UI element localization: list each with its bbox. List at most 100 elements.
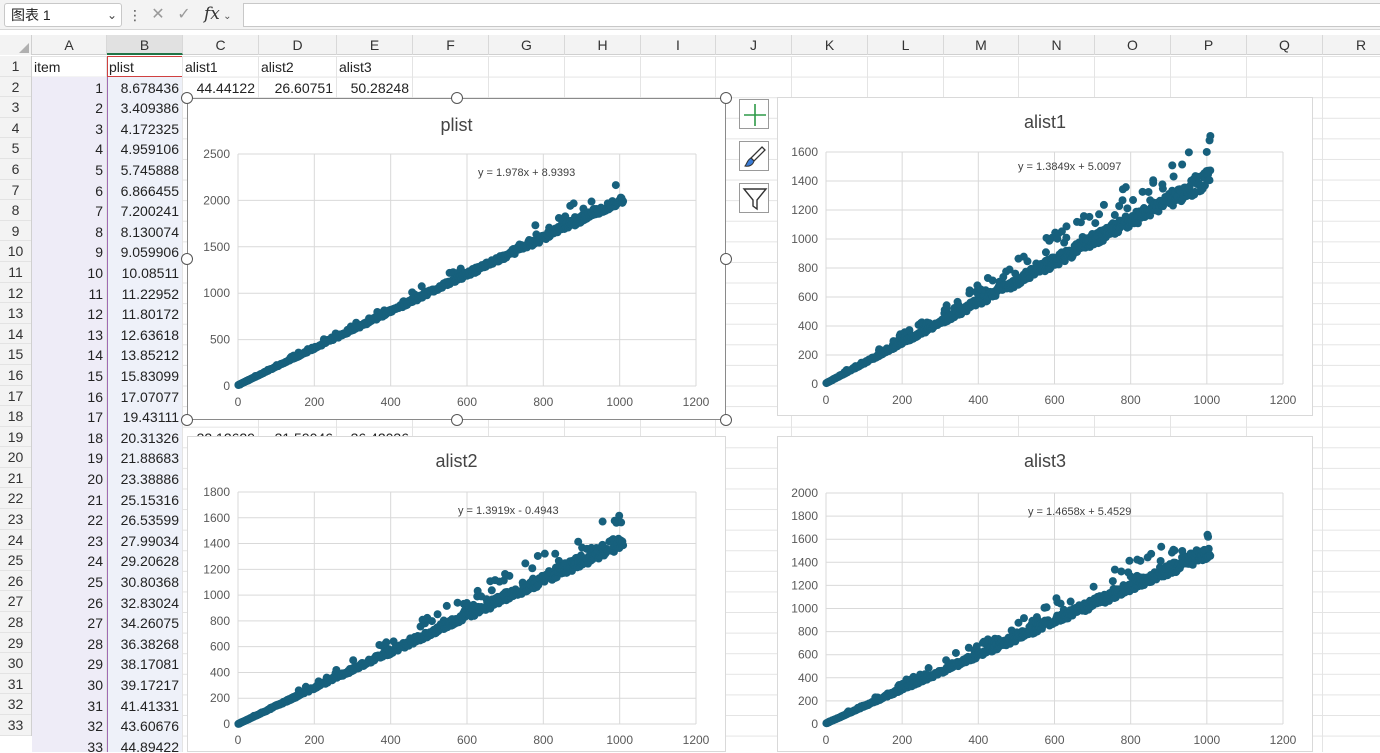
cell-a29[interactable]: 28: [87, 635, 103, 652]
cell-a10[interactable]: 9: [95, 244, 103, 261]
chevron-down-icon[interactable]: ⌄: [106, 8, 117, 22]
cell-b5[interactable]: 4.959106: [120, 141, 179, 158]
cell-b3[interactable]: 3.409386: [120, 100, 179, 117]
row-header-22[interactable]: 22: [0, 488, 31, 510]
cell-a6[interactable]: 5: [95, 162, 103, 178]
cell-b11[interactable]: 10.08511: [121, 265, 179, 281]
row-header-16[interactable]: 16: [0, 365, 31, 386]
cell-b20[interactable]: 21.88683: [120, 450, 179, 467]
row-header-9[interactable]: 9: [0, 221, 31, 242]
resize-handle-left[interactable]: [181, 253, 193, 265]
cell-b34[interactable]: 44.89422: [120, 738, 179, 752]
cell-b31[interactable]: 39.17217: [120, 677, 179, 693]
cell-a23[interactable]: 22: [87, 512, 103, 529]
row-header-20[interactable]: 20: [0, 447, 31, 468]
formula-input[interactable]: [243, 3, 1380, 27]
column-header-j[interactable]: J: [716, 35, 792, 55]
chart-filter-button[interactable]: [739, 183, 769, 213]
column-header-e[interactable]: E: [337, 35, 413, 55]
column-header-n[interactable]: N: [1019, 35, 1095, 55]
row-header-3[interactable]: 3: [0, 97, 31, 118]
add-chart-element-button[interactable]: [739, 99, 769, 129]
row-header-17[interactable]: 17: [0, 386, 31, 407]
enter-icon[interactable]: ✓: [177, 6, 191, 23]
cell-a30[interactable]: 29: [87, 656, 103, 673]
row-header-5[interactable]: 5: [0, 138, 31, 159]
column-header-g[interactable]: G: [489, 35, 565, 55]
cell-b8[interactable]: 7.200241: [120, 203, 179, 220]
row-header-14[interactable]: 14: [0, 324, 31, 345]
cell-a22[interactable]: 21: [87, 491, 103, 508]
cell-a24[interactable]: 23: [87, 532, 103, 549]
cell-b6[interactable]: 5.745888: [120, 162, 179, 178]
cell-b17[interactable]: 17.07077: [120, 388, 179, 405]
cell-b32[interactable]: 41.41331: [120, 697, 179, 714]
row-header-1[interactable]: 1: [0, 56, 31, 77]
column-header-r[interactable]: R: [1323, 35, 1380, 55]
row-header-10[interactable]: 10: [0, 241, 31, 262]
cell-a25[interactable]: 24: [87, 553, 103, 570]
cell-a3[interactable]: 2: [95, 100, 103, 117]
cell-a4[interactable]: 3: [95, 120, 103, 137]
cell-a18[interactable]: 17: [87, 409, 103, 426]
cancel-icon[interactable]: ✕: [151, 6, 165, 23]
cell-a12[interactable]: 11: [88, 285, 103, 302]
cell-b14[interactable]: 12.63618: [120, 326, 179, 343]
chart-alist1[interactable]: alist1 0 200 400 600 800 1000 1200 1400 1600 0 200…: [777, 97, 1313, 416]
cell-a26[interactable]: 25: [87, 574, 103, 590]
cell-b19[interactable]: 20.31326: [120, 429, 179, 446]
column-header-o[interactable]: O: [1095, 35, 1171, 55]
cell-a15[interactable]: 14: [87, 347, 103, 364]
cell-b21[interactable]: 23.38886: [120, 471, 179, 487]
insert-function-button[interactable]: fx ⌄: [200, 3, 240, 27]
cell-a5[interactable]: 4: [95, 141, 103, 158]
cell-b18[interactable]: 19.43111: [122, 409, 179, 426]
chart-alist2[interactable]: alist2 0 200 400 600 800 1000 1200 1400 1600 1800…: [187, 436, 726, 752]
row-header-13[interactable]: 13: [0, 303, 31, 324]
resize-handle-top-left[interactable]: [181, 92, 193, 104]
resize-handle-bottom-left[interactable]: [181, 414, 193, 426]
cell-a32[interactable]: 31: [87, 697, 103, 714]
row-header-4[interactable]: 4: [0, 118, 31, 139]
column-header-q[interactable]: Q: [1247, 35, 1323, 55]
row-header-32[interactable]: 32: [0, 694, 31, 715]
cell-b9[interactable]: 8.130074: [120, 223, 179, 240]
column-header-f[interactable]: F: [413, 35, 489, 55]
cell-a34[interactable]: 33: [87, 738, 103, 752]
cell-b33[interactable]: 43.60676: [120, 718, 179, 735]
row-header-24[interactable]: 24: [0, 530, 31, 551]
row-header-2[interactable]: 2: [0, 77, 31, 98]
column-header-l[interactable]: L: [868, 35, 944, 55]
cell-a20[interactable]: 19: [87, 450, 103, 467]
row-header-8[interactable]: 8: [0, 200, 31, 221]
cell-b2[interactable]: 8.678436: [120, 79, 179, 96]
cell-a14[interactable]: 13: [87, 326, 103, 343]
cell-a2[interactable]: 1: [95, 79, 103, 96]
cell-a8[interactable]: 7: [95, 203, 103, 220]
cell-b13[interactable]: 11.80172: [121, 306, 179, 323]
column-header-b[interactable]: B: [107, 35, 183, 55]
more-options-icon[interactable]: ⋮: [128, 7, 142, 23]
cell-a27[interactable]: 26: [87, 594, 103, 611]
row-header-15[interactable]: 15: [0, 344, 31, 365]
resize-handle-right[interactable]: [720, 253, 732, 265]
row-header-25[interactable]: 25: [0, 550, 31, 571]
cell-e2[interactable]: 50.28248: [350, 79, 409, 96]
cell-b12[interactable]: 11.22952: [121, 285, 179, 302]
cell-a13[interactable]: 12: [87, 306, 103, 323]
cell-b10[interactable]: 9.059906: [120, 244, 179, 261]
cell-b1[interactable]: plist: [109, 59, 134, 75]
resize-handle-top-right[interactable]: [720, 92, 732, 104]
row-header-29[interactable]: 29: [0, 633, 31, 654]
row-header-12[interactable]: 12: [0, 283, 31, 304]
cell-b7[interactable]: 6.866455: [120, 182, 179, 199]
row-header-23[interactable]: 23: [0, 509, 31, 530]
cell-a28[interactable]: 27: [87, 615, 103, 632]
name-box[interactable]: 图表 1 ⌄: [4, 3, 122, 27]
cell-e1[interactable]: alist3: [339, 59, 372, 75]
row-header-18[interactable]: 18: [0, 406, 31, 427]
row-header-6[interactable]: 6: [0, 159, 31, 180]
cell-b28[interactable]: 34.26075: [120, 615, 179, 632]
cell-b27[interactable]: 32.83024: [120, 594, 179, 611]
row-header-33[interactable]: 33: [0, 715, 31, 736]
